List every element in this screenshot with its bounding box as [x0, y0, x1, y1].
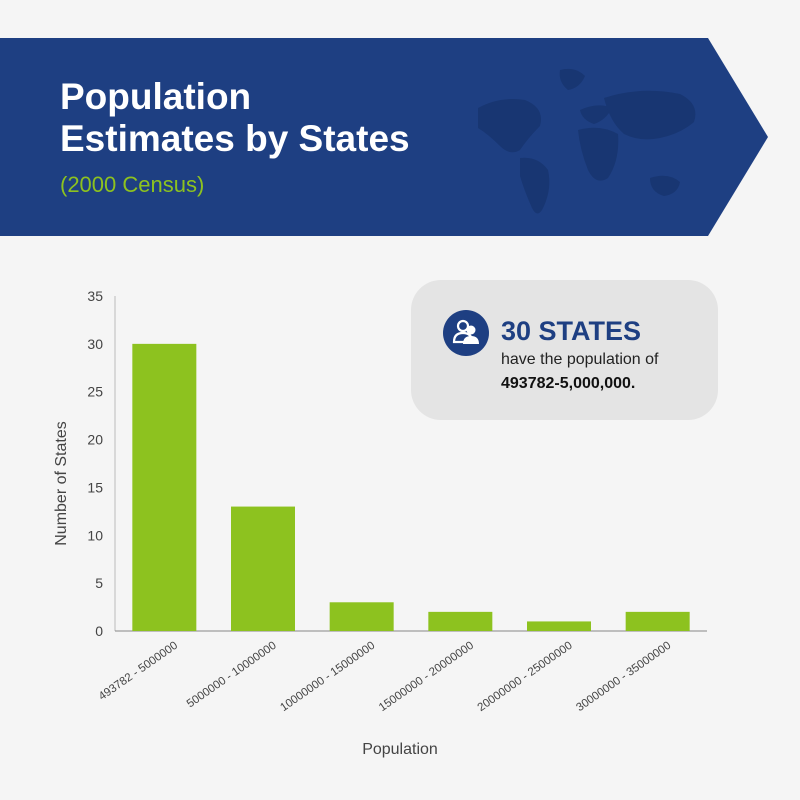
x-axis-label: Population — [362, 741, 438, 758]
people-icon — [443, 310, 489, 356]
page-title: Population Estimates by States — [60, 76, 410, 160]
page-subtitle: (2000 Census) — [60, 172, 205, 197]
x-tick-label: 10000000 - 15000000 — [278, 640, 377, 714]
callout-card: 30 STATES have the population of 493782-… — [411, 280, 718, 420]
x-tick-label: 5000000 - 10000000 — [185, 640, 279, 711]
bar — [132, 343, 197, 631]
x-tick-label: 30000000 - 35000000 — [574, 640, 673, 714]
header-banner: Population Estimates by States (2000 Cen… — [0, 38, 800, 236]
y-axis-label: Number of States — [53, 421, 70, 546]
x-tick-label: 15000000 - 20000000 — [377, 640, 476, 714]
y-tick-label: 20 — [87, 432, 103, 448]
y-tick-label: 35 — [87, 288, 103, 304]
x-axis-ticks: 493782 - 5000000 5000000 - 10000000 100000… — [97, 640, 674, 714]
bar — [428, 611, 493, 631]
title-line-1: Population — [60, 76, 252, 117]
y-tick-label: 0 — [95, 623, 103, 639]
bar — [625, 611, 690, 631]
y-tick-label: 25 — [87, 384, 103, 400]
callout-headline: 30 STATES — [501, 316, 642, 346]
bars — [132, 343, 690, 631]
y-tick-label: 30 — [87, 336, 103, 352]
y-axis-ticks: 0 5 10 15 20 25 30 35 — [87, 288, 103, 639]
bar — [329, 602, 394, 631]
bar — [527, 621, 591, 631]
title-line-2: Estimates by States — [60, 118, 410, 159]
world-map-icon — [478, 68, 696, 214]
y-tick-label: 5 — [95, 575, 103, 591]
x-tick-label: 20000000 - 25000000 — [476, 640, 575, 714]
bar — [231, 506, 295, 631]
y-tick-label: 15 — [87, 479, 103, 495]
callout-range: 493782-5,000,000. — [501, 375, 636, 392]
callout-subtext: have the population of — [501, 351, 659, 368]
y-tick-label: 10 — [87, 527, 103, 543]
x-tick-label: 493782 - 5000000 — [97, 640, 180, 703]
banner-shape — [0, 38, 768, 236]
